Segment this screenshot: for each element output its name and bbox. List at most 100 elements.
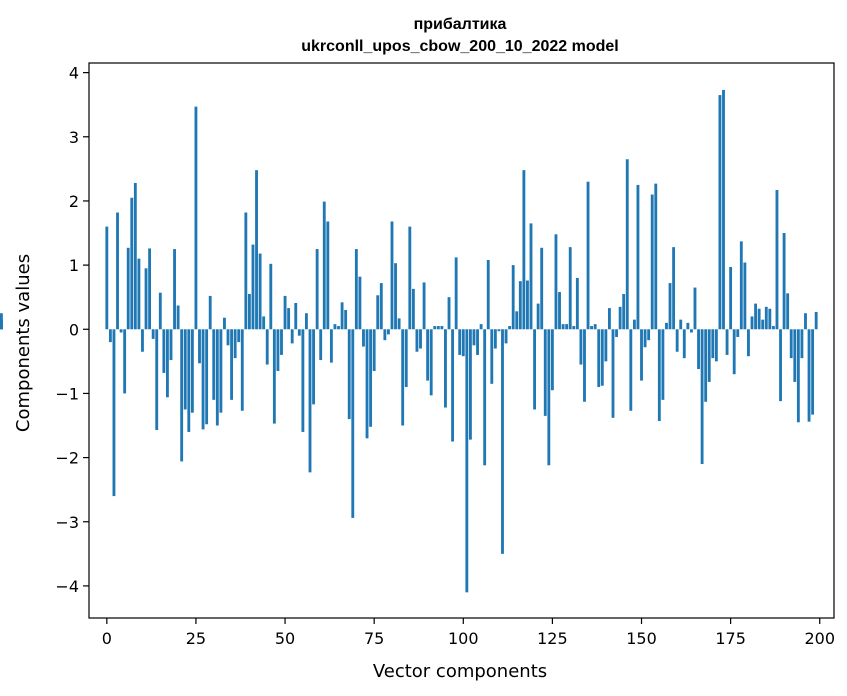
bar-117 (522, 170, 526, 330)
bar-137 (593, 324, 597, 330)
bar-148 (632, 319, 636, 330)
bar-170 (711, 329, 715, 359)
bar-150 (640, 329, 643, 381)
bar-199 (814, 311, 818, 330)
bar-4 (119, 329, 123, 333)
bar-72 (362, 329, 365, 347)
bar-92 (433, 326, 437, 330)
bar-146 (625, 159, 629, 330)
bar-38 (240, 329, 244, 411)
bar-100 (461, 329, 465, 357)
bar-122 (540, 247, 544, 330)
bar-63 (329, 329, 333, 363)
bar-185 (764, 306, 768, 330)
bar-9 (137, 258, 141, 330)
bar-81 (394, 263, 397, 330)
bar-147 (629, 329, 633, 411)
bar-101 (465, 329, 469, 593)
y-tick-label: 3 (69, 128, 79, 147)
bar-173 (722, 89, 725, 330)
bar-98 (454, 257, 458, 330)
bar-144 (618, 306, 622, 330)
bar-118 (526, 280, 529, 330)
bar-53 (294, 302, 298, 330)
bar-145 (622, 293, 626, 330)
x-tick-label: 100 (448, 629, 479, 648)
bar-89 (422, 282, 426, 330)
bar-141 (608, 308, 611, 330)
bar-181 (750, 316, 754, 330)
bar-42 (255, 170, 258, 330)
bar-1 (108, 329, 112, 343)
bar-23 (187, 329, 191, 432)
bar-119 (529, 223, 533, 330)
bar-19 (173, 249, 176, 330)
bar-172 (718, 95, 722, 330)
bar-159 (672, 247, 676, 330)
bar-57 (308, 329, 312, 473)
bar-46 (269, 263, 273, 330)
bar-133 (579, 329, 583, 365)
bar-140 (604, 329, 608, 362)
bar-138 (597, 329, 601, 388)
bar-160 (675, 329, 679, 352)
bar-70 (354, 249, 358, 330)
bar-22 (183, 329, 187, 410)
bar-93 (436, 326, 440, 330)
bar-25 (194, 106, 198, 330)
bar-139 (600, 329, 604, 386)
bar-30 (212, 329, 216, 400)
bar-16 (162, 329, 166, 373)
bar-197 (807, 329, 811, 422)
x-tick-label: 50 (275, 629, 295, 648)
bar-171 (714, 329, 718, 362)
bar-77 (379, 283, 383, 330)
ticks-group: 0 25 50 75 100 125 150 175 200 −4 −3 −2 −1 0 1 2 3 4 (55, 64, 835, 648)
bar-130 (568, 247, 572, 330)
bar-99 (458, 329, 462, 355)
bar-49 (280, 329, 283, 355)
bar-59 (315, 249, 319, 330)
bar-108 (490, 329, 494, 384)
bar-15 (158, 292, 162, 330)
x-axis-label: Vector components (373, 661, 547, 682)
bar-62 (326, 221, 330, 330)
bar-27 (201, 329, 205, 430)
bar-71 (358, 276, 362, 330)
bar-187 (771, 326, 775, 330)
bar-143 (615, 329, 618, 337)
bar-11 (144, 268, 148, 330)
bar-60 (319, 329, 323, 361)
bar-155 (657, 329, 661, 422)
bar-168 (704, 329, 708, 402)
bar-90 (426, 329, 430, 381)
bar-78 (383, 329, 387, 341)
bar-112 (504, 329, 508, 344)
bar-39 (244, 212, 248, 330)
bar-103 (472, 329, 476, 346)
bar-48 (276, 329, 280, 371)
bar-167 (700, 329, 704, 465)
bar-73 (365, 329, 369, 439)
bar-164 (689, 329, 693, 333)
bar-68 (347, 329, 351, 420)
bar-88 (419, 329, 422, 349)
bar-128 (561, 324, 565, 330)
bar-109 (493, 329, 497, 349)
bar-111 (501, 329, 504, 554)
bar-162 (682, 329, 686, 359)
x-tick-label: 25 (186, 629, 206, 648)
bar-26 (198, 329, 201, 364)
bar-179 (743, 262, 747, 330)
bar-91 (429, 329, 433, 396)
y-tick-label: −2 (55, 449, 79, 468)
bar-149 (636, 184, 640, 330)
bar-123 (543, 329, 547, 416)
bar-33 (223, 317, 226, 330)
bar-2 (112, 329, 116, 497)
bar-189 (779, 329, 782, 402)
bar-65 (337, 326, 340, 330)
bar-126 (554, 234, 558, 330)
bar-105 (479, 324, 483, 330)
bar-195 (800, 329, 804, 359)
